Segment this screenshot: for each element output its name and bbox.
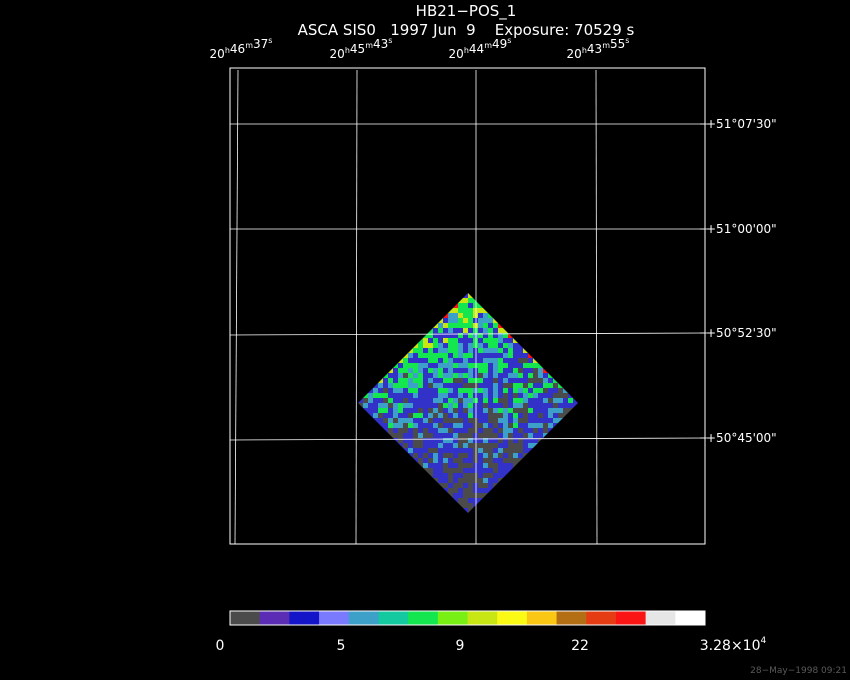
ra-tick-label: 20h44m49s: [449, 36, 512, 61]
color-scale-labels: 0 5 9 22 3.28×104: [216, 636, 767, 654]
color-scale-swatch: [319, 611, 350, 625]
color-scale-label: 22: [571, 638, 589, 654]
color-scale-swatch: [675, 611, 706, 625]
color-scale-swatch: [348, 611, 379, 625]
ra-grid-line: [355, 69, 358, 545]
plot-timestamp: 28−May−1998 09:21: [750, 666, 847, 676]
figure-subtitle: ASCA SIS0 1997 Jun 9 Exposure: 70529 s: [298, 21, 635, 39]
color-scale-swatch: [259, 611, 290, 625]
color-scale-swatch: [230, 611, 261, 625]
color-scale-swatch: [497, 611, 528, 625]
ra-tick-label: 20h46m37s: [210, 36, 273, 61]
color-scale-swatch: [526, 611, 558, 625]
color-scale-label: 5: [337, 638, 346, 654]
detector-image: [358, 293, 578, 513]
ra-tick-label: 20h45m43s: [330, 36, 393, 61]
color-scale-label: 9: [456, 638, 465, 654]
color-scale-swatch: [586, 611, 617, 625]
ra-tick-labels: 20h46m37s 20h45m43s 20h44m49s 20h43m55s: [210, 36, 630, 61]
color-scale-bar: [229, 610, 706, 626]
color-scale-swatch: [437, 611, 468, 625]
color-scale-swatch: [645, 611, 676, 625]
ra-grid-line: [234, 69, 239, 545]
color-scale-swatch: [408, 611, 439, 625]
color-scale-label: 3.28×104: [700, 636, 767, 654]
ra-tick-label: 20h43m55s: [567, 36, 630, 61]
color-scale-swatch: [556, 611, 587, 625]
dec-grid-line: [229, 437, 706, 441]
dec-tick-labels: +51°07'30" +51°00'00" +50°52'30" +50°45'00": [706, 117, 777, 445]
color-scale-swatch: [615, 611, 647, 625]
dec-tick-label: +51°07'30": [706, 117, 777, 131]
ra-grid-line: [595, 69, 598, 545]
dec-tick-label: +51°00'00": [706, 222, 777, 236]
color-scale-swatch: [467, 611, 498, 625]
color-scale-swatch: [378, 611, 409, 625]
figure-title: HB21−POS_1: [416, 2, 517, 21]
color-scale-label: 0: [216, 638, 225, 654]
dec-tick-label: +50°45'00": [706, 431, 777, 445]
color-scale-swatch: [289, 611, 320, 625]
dec-grid-line: [229, 332, 706, 336]
coordinate-grid: [229, 69, 712, 545]
dec-tick-label: +50°52'30": [706, 326, 777, 340]
